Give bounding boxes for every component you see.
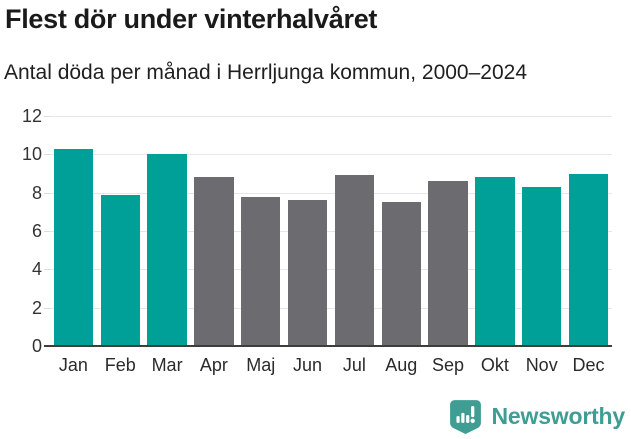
bar-sep (428, 181, 468, 346)
bar-slot-maj (237, 116, 284, 346)
y-axis-tick-label: 4 (31, 259, 42, 280)
bar-jan (53, 148, 94, 346)
bar-aug (381, 202, 421, 346)
x-axis-tick-label: Sep (432, 355, 465, 375)
bar-jun (287, 200, 328, 346)
chart-title: Flest dör under vinterhalvåret (5, 4, 378, 34)
x-axis-tick-label: Mar (151, 355, 183, 375)
bar-feb (100, 194, 140, 346)
x-axis-tick-label: Jul (342, 355, 366, 375)
y-axis-tick-label: 0 (31, 336, 42, 356)
x-axis-tick-label: Aug (385, 355, 418, 375)
bar-slot-mar (144, 116, 191, 346)
y-tick-mark (44, 269, 50, 271)
bar-slot-apr (190, 116, 237, 346)
x-axis-labels: Jan Feb Mar Apr Maj Jun Jul Aug Sep Okt Nov Dec (50, 355, 612, 376)
bar-slot-dec (565, 116, 612, 346)
bar-slot-jul (331, 116, 378, 346)
x-axis-tick-label: Jun (293, 355, 323, 375)
newsworthy-branding: Newsworthy (447, 397, 625, 435)
y-axis-tick-label: 10 (21, 144, 42, 165)
bar-slot-aug (378, 116, 425, 346)
x-axis-tick-label: Maj (246, 355, 276, 375)
bar-slot-nov (518, 116, 565, 346)
y-gridline (50, 307, 612, 309)
bars-row (50, 116, 612, 346)
y-axis-tick-label: 8 (31, 182, 42, 203)
x-axis-tick-label: Okt (480, 355, 509, 375)
bar-slot-jan (50, 116, 97, 346)
bar-maj (241, 196, 281, 346)
bar-slot-okt (471, 116, 518, 346)
chart-subtitle: Antal döda per månad i Herrljunga kommun… (4, 61, 528, 84)
y-axis-tick-label: 2 (31, 297, 42, 318)
bar-slot-sep (425, 116, 472, 346)
x-axis-tick-label: Jan (58, 355, 88, 375)
y-axis-tick-label: 12 (21, 106, 42, 126)
bar-slot-feb (97, 116, 144, 346)
y-gridline (50, 154, 612, 156)
y-tick-mark (44, 116, 50, 117)
y-axis-tick-label: 6 (31, 221, 42, 241)
bar-jul (334, 175, 375, 346)
newsworthy-wordmark: Newsworthy (491, 402, 626, 429)
bar-slot-jun (284, 116, 331, 346)
bar-dec (568, 173, 609, 346)
y-gridline (50, 116, 612, 117)
x-axis-tick-label: Feb (104, 355, 136, 375)
y-tick-mark (44, 231, 50, 232)
bar-okt (475, 177, 515, 346)
y-tick-mark (44, 192, 50, 194)
y-tick-mark (44, 154, 50, 156)
newsworthy-logo-icon (449, 400, 481, 434)
bar-apr (194, 177, 234, 346)
bar-nov (522, 186, 562, 346)
x-axis-tick-label: Apr (199, 355, 228, 375)
y-gridline (50, 269, 612, 271)
bar-mar (147, 154, 187, 346)
x-axis-tick-label: Dec (572, 355, 605, 375)
y-tick-mark (44, 307, 50, 309)
x-axis-line (44, 345, 612, 347)
x-axis-tick-label: Nov (525, 355, 558, 375)
y-gridline (50, 192, 612, 194)
y-gridline (50, 231, 612, 232)
